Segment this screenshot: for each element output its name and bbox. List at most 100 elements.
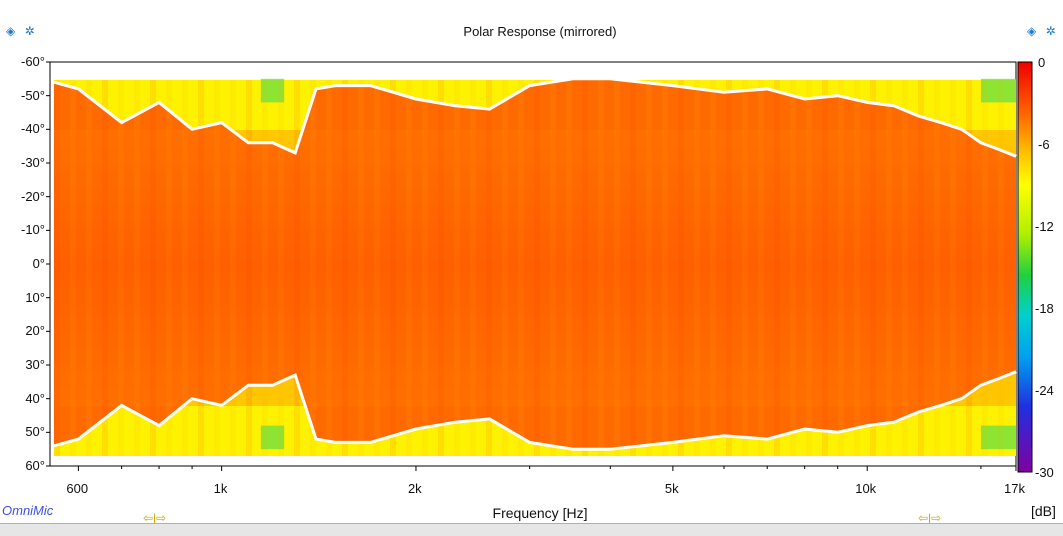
texture-stripe: [294, 80, 300, 456]
x-tick-label: 1k: [213, 481, 228, 496]
texture-stripe: [390, 80, 396, 456]
colorbar-tick-label: 0: [1038, 55, 1046, 70]
texture-stripe: [838, 80, 844, 456]
texture-stripe: [822, 80, 828, 456]
texture-stripe: [182, 80, 188, 456]
x-axis-title: Frequency [Hz]: [492, 505, 588, 521]
colorbar-tick-label: -18: [1035, 301, 1054, 316]
range-arrows-right-icon[interactable]: ⇦|⇨: [918, 511, 942, 525]
texture-stripe: [566, 80, 572, 456]
y-tick-label: 0°: [32, 256, 45, 271]
texture-stripe: [198, 80, 204, 456]
texture-stripe: [454, 80, 460, 456]
x-tick-label: 2k: [407, 481, 422, 496]
texture-stripe: [470, 80, 476, 456]
texture-stripe: [550, 80, 556, 456]
texture-stripe: [854, 80, 860, 456]
texture-stripe: [918, 80, 924, 456]
y-tick-label: -60°: [21, 54, 45, 69]
edge-patch: [260, 78, 285, 103]
texture-stripe: [742, 80, 748, 456]
x-axis-ticks: [77, 466, 1017, 471]
texture-stripe: [358, 80, 364, 456]
texture-stripe: [870, 80, 876, 456]
texture-stripe: [70, 80, 76, 456]
chart-title: Polar Response (mirrored): [463, 24, 617, 39]
y-tick-label: -30°: [21, 155, 45, 170]
brand-label: OmniMic: [2, 503, 54, 518]
frequency-stripes: [54, 80, 1004, 456]
texture-stripe: [326, 80, 332, 456]
texture-stripe: [54, 80, 60, 456]
y-tick-label: 10°: [25, 289, 45, 305]
status-bar: [0, 523, 1063, 536]
texture-stripe: [886, 80, 892, 456]
edge-patch: [980, 78, 1016, 103]
colorbar-tick-label: -24: [1035, 383, 1054, 398]
texture-stripe: [118, 80, 124, 456]
y-tick-label: -20°: [21, 188, 45, 204]
x-tick-label: 600: [66, 481, 89, 496]
on-axis-band: [54, 130, 1016, 406]
texture-stripe: [950, 80, 956, 456]
texture-stripe: [150, 80, 156, 456]
zoom-controls-left-icon[interactable]: ◈ ✲: [6, 24, 38, 38]
texture-stripe: [374, 80, 380, 456]
y-tick-label: -40°: [21, 121, 45, 137]
texture-stripe: [646, 80, 652, 456]
colorbar: [1017, 61, 1033, 473]
texture-stripe: [86, 80, 92, 456]
texture-stripe: [934, 80, 940, 456]
texture-stripe: [262, 80, 268, 456]
y-tick-label: 40°: [25, 390, 45, 406]
y-axis-ticks: [46, 61, 50, 467]
texture-stripe: [246, 80, 252, 456]
texture-stripe: [582, 80, 588, 456]
texture-stripe: [134, 80, 140, 456]
texture-stripe: [166, 80, 172, 456]
edge-patch: [980, 425, 1016, 450]
y-tick-label: 30°: [25, 357, 45, 372]
contour-line-top: [53, 77, 1017, 158]
texture-stripe: [726, 80, 732, 456]
texture-stripe: [422, 80, 428, 456]
texture-stripe: [630, 80, 636, 456]
texture-stripe: [534, 80, 540, 456]
texture-stripe: [710, 80, 716, 456]
x-tick-label: 5k: [664, 481, 679, 496]
colorbar-unit-label: [dB]: [1031, 503, 1056, 519]
y-tick-label: 60°: [25, 458, 45, 473]
texture-stripe: [758, 80, 764, 456]
colorbar-tick-label: -30: [1035, 465, 1054, 480]
zoom-controls-right-icon[interactable]: ◈ ✲: [1027, 24, 1059, 38]
texture-stripe: [310, 80, 316, 456]
y-tick-label: 50°: [25, 424, 45, 440]
texture-stripe: [678, 80, 684, 456]
range-arrows-left-icon[interactable]: ⇦|⇨: [143, 511, 167, 525]
texture-stripe: [230, 80, 236, 456]
texture-stripe: [486, 80, 492, 456]
y-tick-label: -50°: [21, 87, 45, 103]
texture-stripe: [214, 80, 220, 456]
texture-stripe: [902, 80, 908, 456]
texture-stripe: [342, 80, 348, 456]
texture-stripe: [694, 80, 700, 456]
texture-stripe: [998, 80, 1004, 456]
y-tick-label: -10°: [21, 222, 45, 238]
x-tick-label: 17k: [1004, 481, 1025, 496]
texture-stripe: [502, 80, 508, 456]
texture-stripe: [662, 80, 668, 456]
texture-stripe: [518, 80, 524, 456]
texture-stripe: [806, 80, 812, 456]
colorbar-tick-label: -6: [1038, 137, 1050, 152]
x-tick-label: 10k: [855, 481, 877, 496]
colorbar-tick-label: -12: [1035, 219, 1054, 234]
texture-stripe: [614, 80, 620, 456]
texture-stripe: [102, 80, 108, 456]
contour-line-bottom: [53, 370, 1017, 451]
texture-stripe: [982, 80, 988, 456]
texture-stripe: [790, 80, 796, 456]
edge-patch: [260, 425, 285, 450]
texture-stripe: [406, 80, 412, 456]
